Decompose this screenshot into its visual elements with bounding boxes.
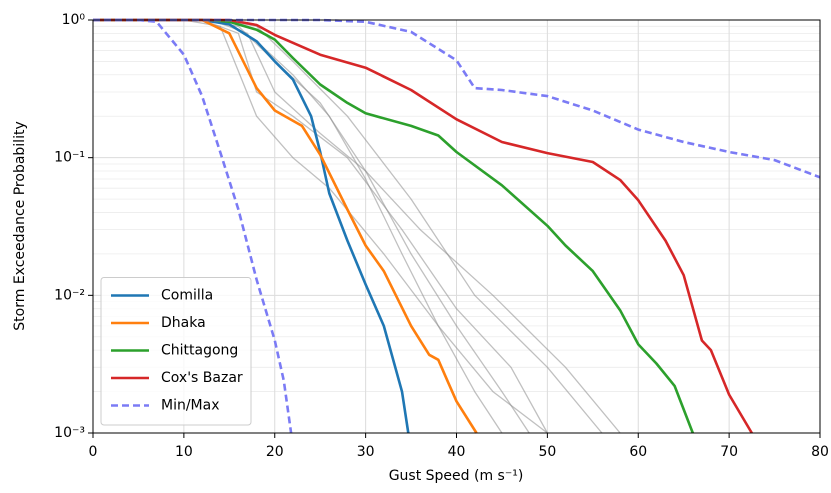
legend-label: Chittagong [161, 343, 238, 359]
sample-line [93, 19, 621, 434]
series-line [93, 18, 478, 434]
sample-line [93, 19, 548, 434]
y-axis-label: Storm Exceedance Probability [12, 121, 28, 330]
x-tick-label: 70 [720, 444, 738, 460]
x-tick-label: 30 [357, 444, 375, 460]
x-tick-label: 40 [448, 444, 466, 460]
x-tick-label: 20 [266, 444, 284, 460]
x-axis-label: Gust Speed (m s⁻¹) [389, 468, 524, 484]
legend-label: Dhaka [161, 315, 206, 331]
y-tick-label: 10⁻¹ [54, 150, 85, 166]
x-tick-label: 0 [89, 444, 98, 460]
x-tick-label: 60 [629, 444, 647, 460]
plot-frame [92, 19, 821, 434]
x-tick-label: 50 [538, 444, 556, 460]
x-tick-label: 80 [811, 444, 829, 460]
series-line [93, 18, 293, 434]
y-tick-label: 10⁰ [62, 12, 86, 28]
y-tick-label: 10⁻³ [54, 425, 85, 441]
legend-label: Comilla [161, 288, 213, 304]
series-line [93, 18, 753, 434]
legend-label: Min/Max [161, 398, 220, 414]
series-line [93, 18, 821, 179]
x-tick-label: 10 [175, 444, 193, 460]
series-line [93, 18, 410, 434]
series-line [93, 18, 695, 434]
legend-label: Cox's Bazar [161, 370, 243, 386]
legend-box [100, 277, 252, 426]
legend: Comilla Dhaka Chittagong Cox's Bazar Min/Max [100, 277, 252, 426]
y-tick-label: 10⁻² [54, 287, 85, 303]
